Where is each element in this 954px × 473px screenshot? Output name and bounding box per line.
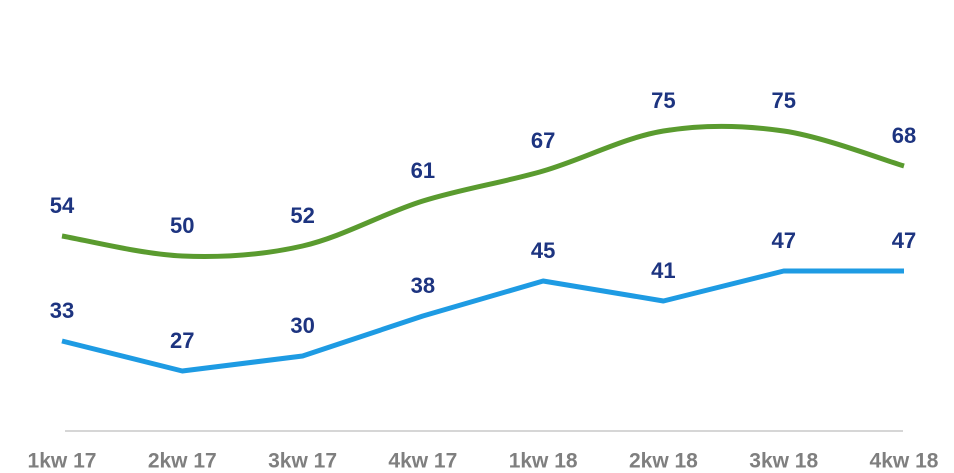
- data-label: 50: [170, 213, 194, 238]
- data-label: 47: [771, 228, 795, 253]
- data-label: 47: [892, 228, 916, 253]
- x-tick-label: 3kw 18: [749, 450, 818, 473]
- x-tick-label: 1kw 17: [28, 450, 97, 473]
- data-label: 67: [531, 128, 555, 153]
- data-label: 54: [50, 193, 75, 218]
- x-tick-label: 2kw 18: [629, 450, 698, 473]
- data-label: 41: [651, 258, 675, 283]
- data-label: 33: [50, 298, 74, 323]
- data-label: 30: [290, 313, 314, 338]
- data-label: 45: [531, 238, 555, 263]
- data-label: 52: [290, 203, 314, 228]
- x-tick-label: 2kw 17: [148, 450, 217, 473]
- x-tick-label: 3kw 17: [268, 450, 337, 473]
- series-line: [61, 268, 904, 374]
- x-tick-label: 1kw 18: [509, 450, 578, 473]
- x-tick-label: 4kw 17: [388, 450, 457, 473]
- data-label: 68: [892, 123, 916, 148]
- data-label: 75: [651, 88, 675, 113]
- data-label: 61: [411, 158, 435, 183]
- x-tick-label: 4kw 18: [870, 450, 939, 473]
- series-line: [61, 123, 905, 259]
- data-label: 38: [411, 273, 435, 298]
- data-label: 75: [771, 88, 795, 113]
- data-label: 27: [170, 328, 194, 353]
